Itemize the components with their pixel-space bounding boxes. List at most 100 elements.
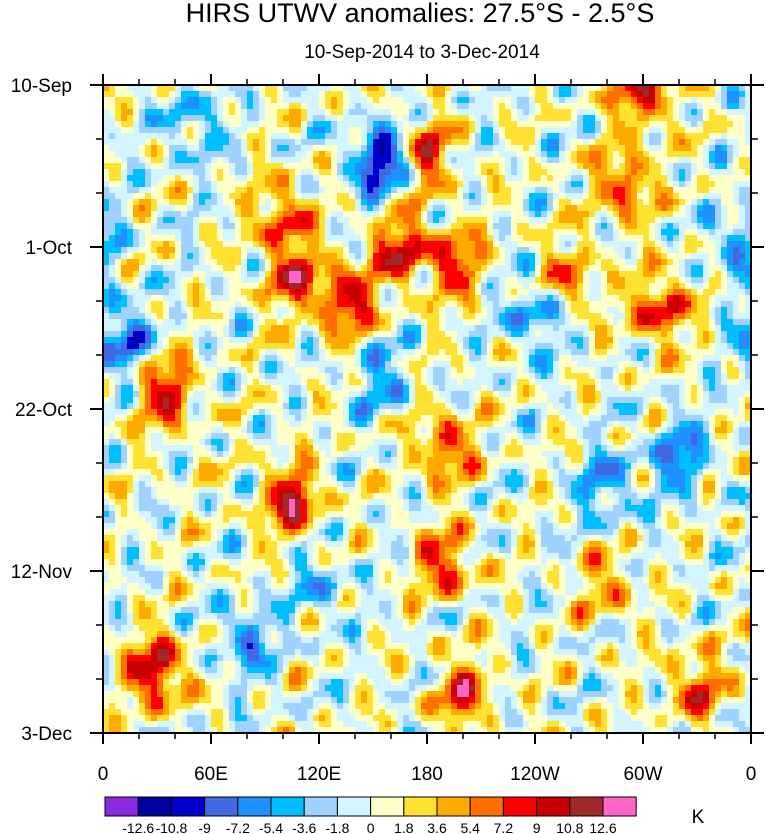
heatmap-cell (157, 127, 164, 134)
heatmap-cell (601, 163, 608, 170)
heatmap-cell (139, 217, 146, 224)
heatmap-cell (367, 241, 374, 248)
heatmap-cell (199, 205, 206, 212)
heatmap-cell (553, 199, 560, 206)
heatmap-cell (313, 223, 320, 230)
heatmap-cell (517, 343, 524, 350)
heatmap-cell (229, 307, 236, 314)
heatmap-cell (475, 217, 482, 224)
heatmap-cell (433, 151, 440, 158)
heatmap-cell (655, 181, 662, 188)
heatmap-cell (727, 223, 734, 230)
heatmap-cell (181, 289, 188, 296)
heatmap-cell (697, 175, 704, 182)
heatmap-cell (487, 307, 494, 314)
heatmap-cell (121, 205, 128, 212)
heatmap-cell (193, 169, 200, 176)
heatmap-cell (637, 175, 644, 182)
heatmap-cell (637, 163, 644, 170)
heatmap-cell (661, 145, 668, 152)
heatmap-cell (457, 319, 464, 326)
heatmap-cell (715, 109, 722, 116)
heatmap-cell (559, 271, 566, 278)
heatmap-cell (499, 259, 506, 266)
heatmap-cell (199, 145, 206, 152)
heatmap-cell (313, 313, 320, 320)
heatmap-cell (253, 325, 260, 332)
heatmap-cell (193, 145, 200, 152)
heatmap-cell (481, 109, 488, 116)
heatmap-cell (451, 91, 458, 98)
heatmap-cell (265, 319, 272, 326)
heatmap-cell (619, 337, 626, 344)
heatmap-cell (631, 325, 638, 332)
heatmap-cell (697, 133, 704, 140)
heatmap-cell (325, 103, 332, 110)
heatmap-cell (391, 271, 398, 278)
heatmap-cell (493, 91, 500, 98)
heatmap-cell (367, 169, 374, 176)
heatmap-cell (667, 103, 674, 110)
heatmap-cell (211, 343, 218, 350)
heatmap-cell (523, 325, 530, 332)
heatmap-cell (499, 349, 506, 356)
heatmap-cell (589, 157, 596, 164)
heatmap-cell (157, 265, 164, 272)
heatmap-cell (349, 313, 356, 320)
heatmap-cell (445, 103, 452, 110)
heatmap-cell (265, 325, 272, 332)
heatmap-cell (163, 217, 170, 224)
heatmap-cell (577, 349, 584, 356)
heatmap-cell (289, 241, 296, 248)
heatmap-cell (691, 151, 698, 158)
heatmap-cell (739, 85, 746, 92)
heatmap-cell (703, 139, 710, 146)
heatmap-cell (265, 175, 272, 182)
heatmap-cell (487, 163, 494, 170)
heatmap-cell (355, 163, 362, 170)
heatmap-cell (565, 259, 572, 266)
heatmap-cell (109, 301, 116, 308)
heatmap-cell (277, 265, 284, 272)
heatmap-cell (217, 301, 224, 308)
heatmap-cell (523, 85, 530, 92)
heatmap-cell (607, 103, 614, 110)
heatmap-cell (493, 277, 500, 284)
heatmap-cell (109, 151, 116, 158)
heatmap-cell (457, 145, 464, 152)
heatmap-cell (421, 283, 428, 290)
heatmap-cell (127, 151, 134, 158)
heatmap-cell (193, 295, 200, 302)
heatmap-cell (733, 169, 740, 176)
heatmap-cell (247, 301, 254, 308)
heatmap-cell (343, 211, 350, 218)
heatmap-cell (529, 355, 536, 362)
heatmap-cell (325, 181, 332, 188)
heatmap-cell (679, 187, 686, 194)
heatmap-cell (631, 271, 638, 278)
heatmap-cell (469, 235, 476, 242)
heatmap-cell (217, 175, 224, 182)
heatmap-cell (493, 103, 500, 110)
heatmap-cell (493, 115, 500, 122)
heatmap-cell (391, 265, 398, 272)
heatmap-cell (289, 271, 296, 278)
heatmap-cell (571, 211, 578, 218)
heatmap-cell (205, 235, 212, 242)
heatmap-cell (481, 169, 488, 176)
heatmap-cell (655, 277, 662, 284)
heatmap-cell (631, 133, 638, 140)
heatmap-cell (649, 181, 656, 188)
heatmap-cell (229, 337, 236, 344)
heatmap-cell (487, 337, 494, 344)
heatmap-cell (709, 121, 716, 128)
heatmap-cell (703, 319, 710, 326)
heatmap-cell (631, 199, 638, 206)
heatmap-cell (415, 109, 422, 116)
heatmap-cell (649, 253, 656, 260)
heatmap-cell (277, 313, 284, 320)
heatmap-cell (373, 193, 380, 200)
heatmap-cell (685, 193, 692, 200)
heatmap-cell (721, 241, 728, 248)
heatmap-cell (505, 205, 512, 212)
